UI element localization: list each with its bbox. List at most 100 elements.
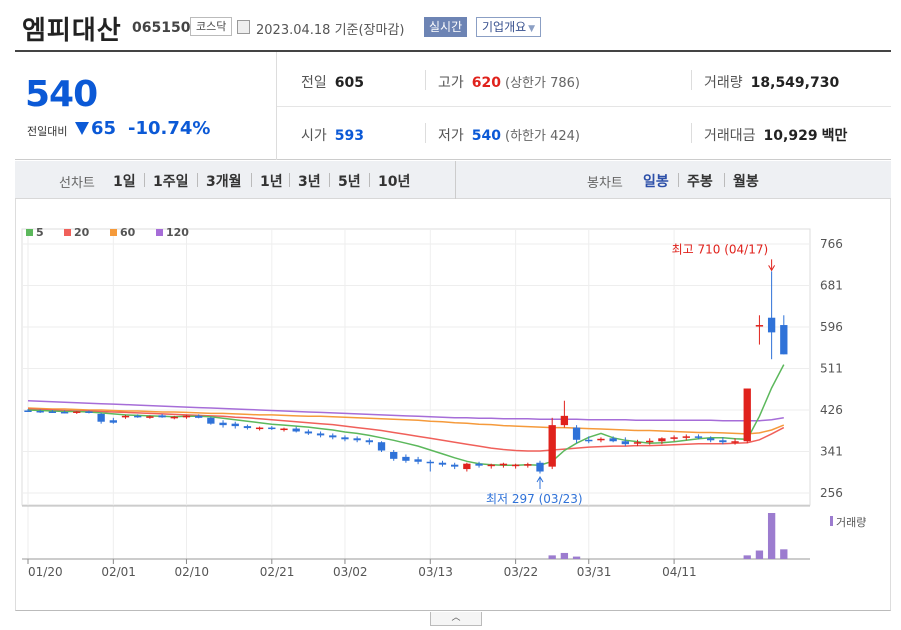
- stat-prev: 전일 605: [301, 72, 364, 92]
- period-5y[interactable]: 5년: [338, 174, 361, 190]
- separator: [251, 173, 252, 187]
- separator: [197, 173, 198, 187]
- ma-line-ma20: [27, 408, 785, 452]
- period-1d[interactable]: 1일: [113, 174, 136, 190]
- period-10y[interactable]: 10년: [378, 174, 411, 190]
- period-3y[interactable]: 3년: [298, 174, 321, 190]
- y-tick-label: 596: [820, 320, 843, 334]
- current-price: 540: [25, 74, 98, 115]
- candle: [24, 410, 32, 412]
- candle: [316, 433, 325, 436]
- chart-svg: 766 681 596 511 426 341 256 01/20 02/01 02/10 02/2…: [21, 226, 866, 579]
- separator: [369, 173, 370, 187]
- x-tick-label: 03/31: [577, 565, 612, 579]
- candle: [280, 428, 288, 431]
- candle-daily[interactable]: 일봉: [643, 174, 669, 190]
- amount-label: 거래대금: [704, 128, 756, 144]
- x-tick-label: 04/11: [662, 565, 697, 579]
- candle: [255, 427, 264, 430]
- realtime-button[interactable]: 실시간: [424, 17, 468, 37]
- candle-monthly[interactable]: 월봉: [733, 174, 759, 190]
- candle: [85, 411, 93, 413]
- candle: [719, 440, 727, 443]
- period-3m[interactable]: 3개월: [206, 174, 242, 190]
- separator: [289, 173, 290, 187]
- period-1w[interactable]: 1주일: [153, 174, 189, 190]
- low-label: 저가: [438, 128, 464, 144]
- period-1y[interactable]: 1년: [260, 174, 283, 190]
- candle: [463, 463, 471, 470]
- candle: [670, 437, 678, 439]
- candle: [207, 417, 215, 424]
- legend-swatch: [26, 229, 33, 236]
- candle: [97, 413, 105, 422]
- separator: [724, 173, 725, 187]
- volume-bar: [572, 556, 581, 559]
- separator: [678, 173, 679, 187]
- volume-bar: [767, 513, 776, 559]
- candle: [536, 462, 544, 472]
- candle: [438, 462, 447, 465]
- divider: [425, 123, 426, 143]
- candle: [780, 325, 788, 355]
- x-tick-label: 03/22: [504, 565, 539, 579]
- company-overview-button[interactable]: 기업개요 ▼: [476, 17, 542, 37]
- candle: [511, 464, 520, 467]
- candle: [646, 440, 654, 443]
- divider: [691, 123, 692, 143]
- company-overview-label: 기업개요: [482, 20, 527, 34]
- candle: [755, 325, 764, 327]
- candle: [487, 464, 495, 467]
- volume-bar: [780, 549, 788, 559]
- low-arrow-head: [536, 476, 544, 483]
- low-annotation: 최저 297 (03/23): [486, 492, 583, 506]
- legend-swatch: [64, 229, 71, 236]
- legend-swatch: [156, 229, 163, 236]
- candle: [609, 438, 617, 442]
- stat-low: 저가 540 (하한가 424): [438, 125, 580, 145]
- low-value: 540: [471, 128, 501, 144]
- candle: [572, 427, 581, 440]
- lower-limit: (하한가 424): [505, 129, 580, 144]
- candle: [36, 410, 44, 413]
- stock-chart[interactable]: 766 681 596 511 426 341 256 01/20 02/01 02/10 02/2…: [15, 199, 891, 611]
- upper-limit: (상한가 786): [505, 76, 580, 91]
- volume-bar: [743, 555, 751, 559]
- candle: [390, 451, 398, 459]
- ma-line-ma60: [27, 407, 785, 435]
- candle: [707, 438, 715, 441]
- divider: [691, 70, 692, 90]
- candle: [365, 440, 373, 443]
- candle-weekly[interactable]: 주봉: [687, 174, 713, 190]
- stat-high: 고가 620 (상한가 786): [438, 72, 580, 92]
- price-summary: 540 전일대비 65 -10.74% 전일 605 고가 620 (상한가 786)…: [15, 50, 891, 160]
- y-tick-label: 681: [820, 279, 843, 293]
- candle: [633, 442, 642, 444]
- candle: [694, 436, 703, 438]
- prev-value: 605: [334, 75, 364, 91]
- candle: [60, 411, 69, 414]
- candle: [499, 463, 508, 466]
- candle: [73, 411, 81, 413]
- candle: [475, 463, 483, 466]
- candle: [353, 438, 361, 441]
- high-label: 고가: [438, 75, 464, 91]
- candle: [524, 464, 532, 466]
- line-chart-label: 선차트: [59, 176, 95, 191]
- candle: [219, 422, 227, 426]
- volume-bar: [755, 550, 764, 559]
- open-value: 593: [334, 128, 364, 144]
- candle: [658, 438, 666, 442]
- legend-label: 120: [166, 226, 189, 239]
- legend-label: 20: [74, 226, 90, 239]
- x-tick-label: 03/13: [418, 565, 453, 579]
- x-tick-label: 02/01: [101, 565, 136, 579]
- x-tick-label: 02/10: [174, 565, 209, 579]
- y-tick-label: 511: [820, 362, 843, 376]
- volume-swatch: [830, 516, 833, 526]
- stat-open: 시가 593: [301, 125, 364, 145]
- candle: [560, 415, 569, 426]
- current-price-box: 540 전일대비 65 -10.74%: [15, 52, 277, 160]
- collapse-chart-button[interactable]: ︿: [430, 612, 482, 626]
- candle: [243, 426, 252, 429]
